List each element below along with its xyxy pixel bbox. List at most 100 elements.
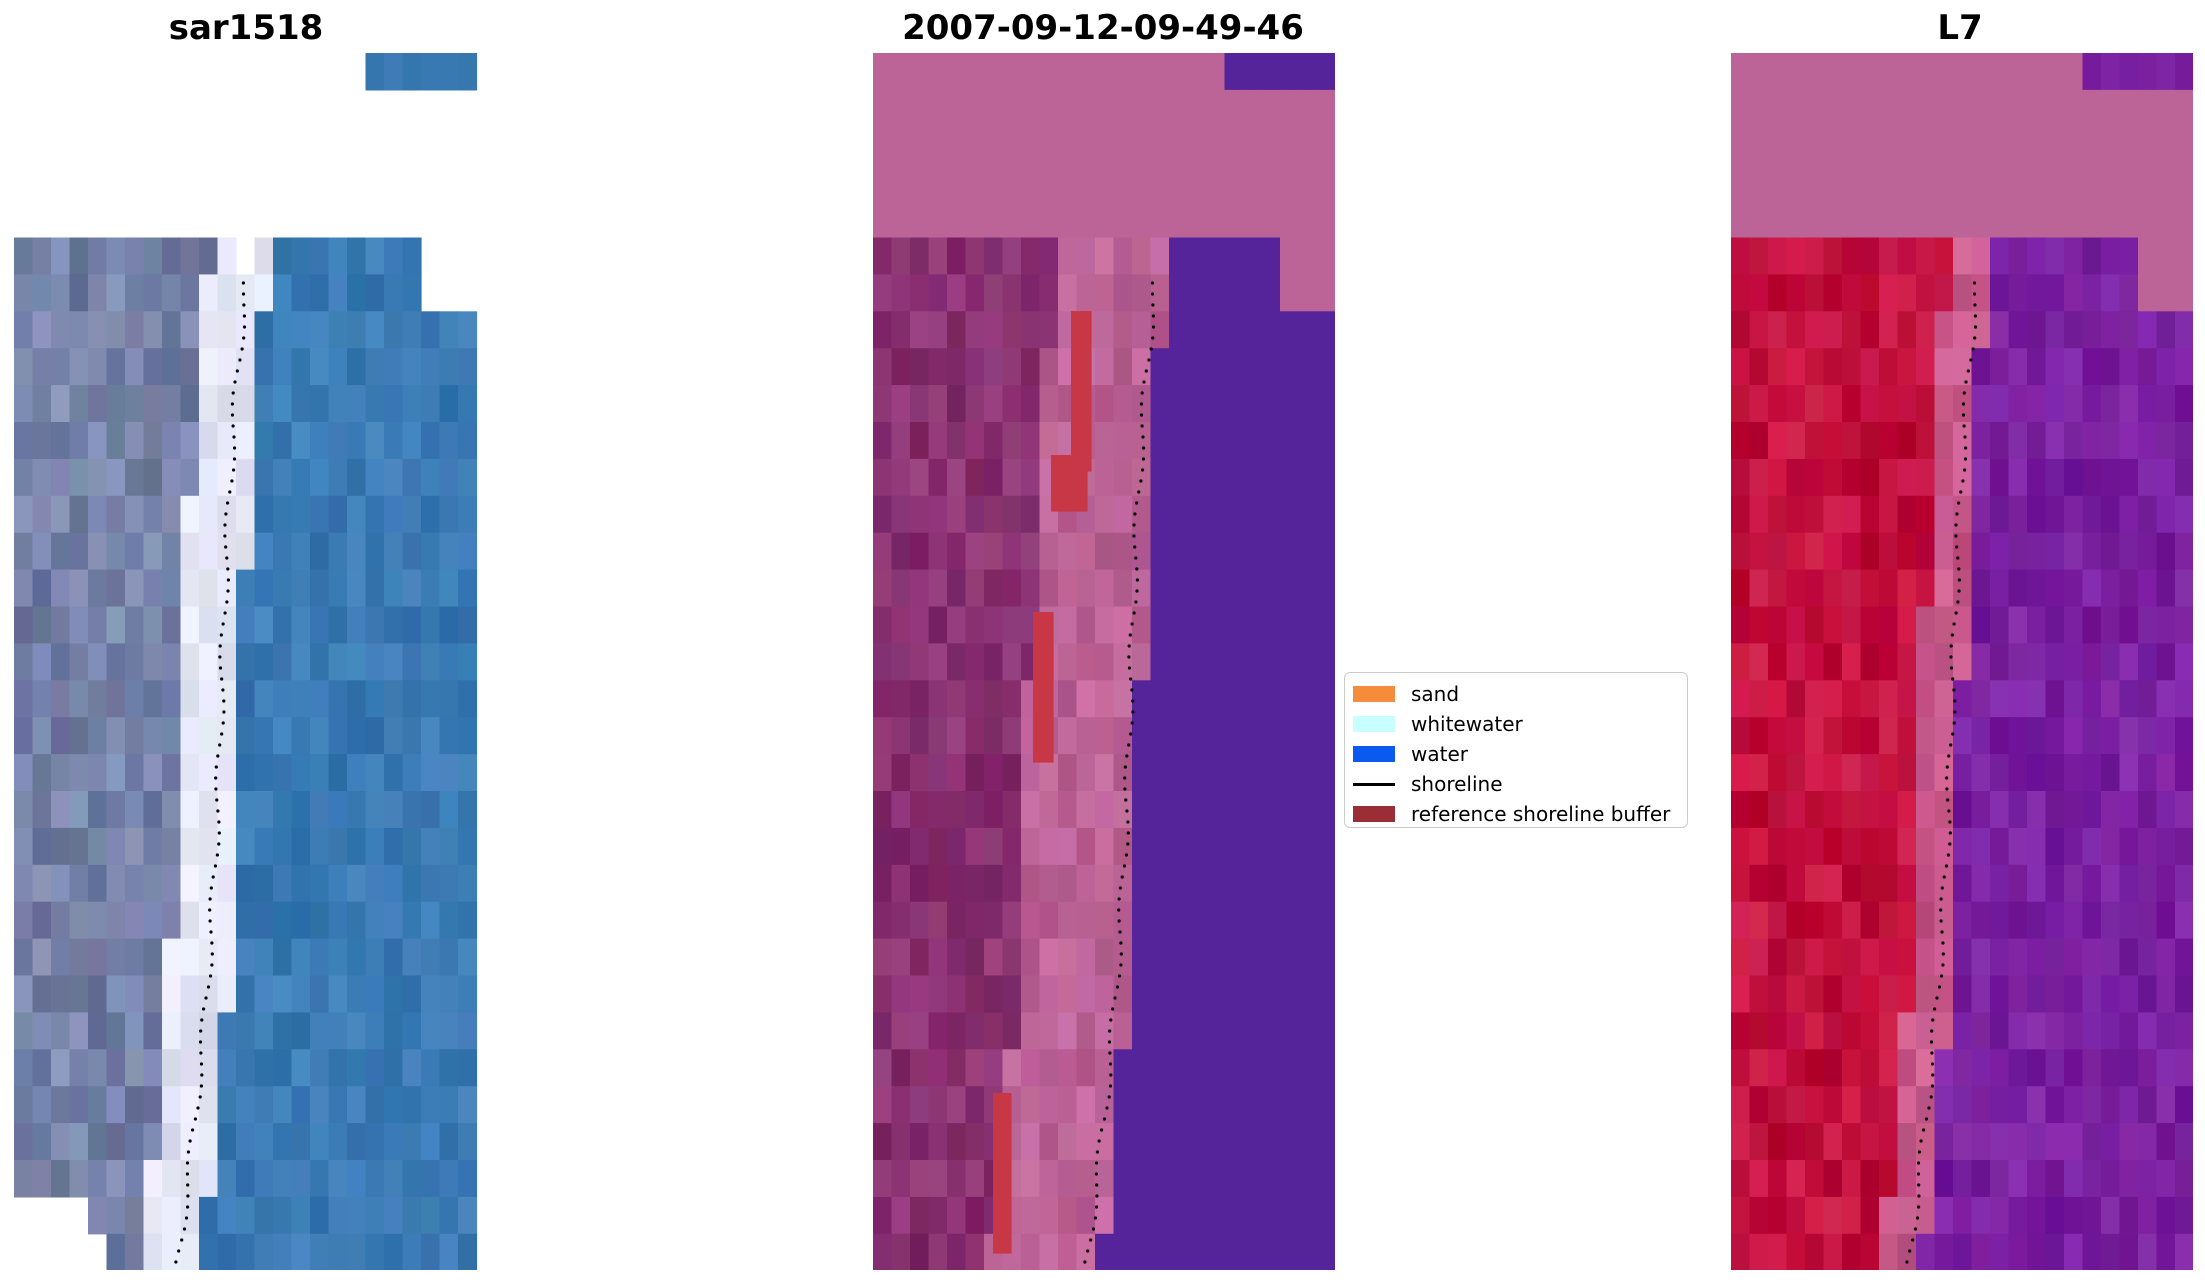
raster-pixel: [1897, 938, 1917, 977]
raster-pixel: [1749, 643, 1769, 681]
raster-pixel: [458, 458, 478, 497]
raster-pixel: [1805, 1123, 1825, 1161]
raster-pixel: [162, 1049, 182, 1087]
raster-pixel: [1953, 237, 1973, 275]
raster-pixel: [2175, 422, 2193, 460]
shoreline-point: [223, 611, 227, 615]
raster-pixel: [328, 754, 348, 792]
raster-pixel: [1823, 569, 1843, 608]
raster-pixel: [421, 643, 441, 681]
raster-pixel: [1317, 901, 1335, 940]
shoreline-point: [1913, 1227, 1918, 1231]
raster-pixel: [1039, 163, 1059, 202]
raster-pixel: [291, 1086, 311, 1124]
raster-pixel: [421, 532, 441, 571]
raster-pixel: [1280, 754, 1300, 792]
raster-pixel: [910, 458, 930, 497]
raster-pixel: [1132, 1049, 1152, 1087]
raster-pixel: [106, 458, 126, 497]
raster-pixel: [1113, 901, 1133, 940]
raster-pixel: [439, 680, 459, 718]
raster-pixel: [1879, 1160, 1899, 1198]
raster-pixel: [1731, 89, 1751, 128]
raster-pixel: [2175, 1160, 2193, 1198]
raster-pixel: [1243, 901, 1263, 940]
raster-pixel: [1768, 385, 1788, 423]
raster-pixel: [1842, 495, 1862, 534]
raster-pixel: [1058, 1160, 1078, 1198]
raster-pixel: [1113, 680, 1133, 718]
raster-pixel: [947, 643, 967, 681]
raster-pixel: [2138, 569, 2158, 608]
raster-pixel: [1095, 1160, 1115, 1198]
raster-pixel: [1132, 532, 1152, 571]
raster-pixel: [51, 532, 71, 571]
raster-pixel: [1298, 532, 1318, 571]
raster-pixel: [439, 53, 459, 91]
shoreline-point: [1962, 424, 1966, 428]
shoreline-point: [208, 919, 212, 923]
raster-pixel: [2175, 53, 2193, 91]
raster-pixel: [1113, 975, 1133, 1013]
raster-pixel: [1971, 975, 1991, 1013]
raster-pixel: [88, 569, 108, 608]
water-swatch-icon: [1353, 746, 1395, 762]
raster-pixel: [1731, 274, 1751, 312]
raster-pixel: [2119, 643, 2139, 681]
shoreline-point: [1941, 963, 1945, 967]
raster-pixel: [2008, 532, 2028, 571]
raster-pixel: [2138, 89, 2158, 128]
raster-pixel: [947, 1160, 967, 1198]
raster-pixel: [384, 1233, 404, 1270]
raster-pixel: [1039, 1196, 1059, 1235]
raster-pixel: [1021, 754, 1041, 792]
raster-pixel: [1298, 717, 1318, 755]
raster-pixel: [2064, 458, 2084, 497]
raster-pixel: [199, 901, 219, 940]
shoreline-point: [1948, 820, 1952, 824]
raster-pixel: [1731, 532, 1751, 571]
raster-pixel: [2082, 643, 2102, 681]
raster-pixel: [1298, 975, 1318, 1013]
raster-pixel: [965, 1160, 985, 1198]
shoreline-point: [1095, 1205, 1099, 1209]
raster-pixel: [125, 717, 145, 755]
raster-pixel: [1842, 348, 1862, 386]
raster-pixel: [1058, 1049, 1078, 1087]
raster-pixel: [143, 532, 163, 571]
raster-pixel: [891, 717, 911, 755]
raster-pixel: [1132, 717, 1152, 755]
raster-pixel: [199, 237, 219, 275]
raster-pixel: [254, 1196, 274, 1235]
raster-pixel: [910, 348, 930, 386]
raster-pixel: [873, 385, 893, 423]
shoreline-point: [1147, 358, 1151, 362]
raster-pixel: [143, 606, 163, 644]
raster-pixel: [2156, 717, 2176, 755]
raster-pixel: [458, 606, 478, 644]
raster-pixel: [2045, 126, 2065, 165]
raster-pixel: [217, 643, 237, 681]
raster-pixel: [1187, 126, 1207, 165]
raster-pixel: [873, 348, 893, 386]
raster-pixel: [1280, 1160, 1300, 1198]
raster-pixel: [106, 975, 126, 1013]
raster-pixel: [2045, 791, 2065, 829]
raster-pixel: [1823, 274, 1843, 312]
raster-pixel: [1169, 975, 1189, 1013]
raster-pixel: [1076, 975, 1096, 1013]
raster-pixel: [1934, 126, 1954, 165]
raster-pixel: [2101, 901, 2121, 940]
raster-pixel: [1990, 901, 2010, 940]
raster-pixel: [439, 1123, 459, 1161]
raster-pixel: [365, 1196, 385, 1235]
raster-pixel: [1823, 311, 1843, 349]
raster-pixel: [1095, 311, 1115, 349]
raster-pixel: [273, 274, 293, 312]
shoreline-point: [216, 809, 220, 813]
raster-pixel: [1842, 791, 1862, 829]
raster-pixel: [1953, 1123, 1973, 1161]
raster-pixel: [947, 274, 967, 312]
shoreline-point: [1941, 952, 1945, 956]
raster-pixel: [458, 569, 478, 608]
